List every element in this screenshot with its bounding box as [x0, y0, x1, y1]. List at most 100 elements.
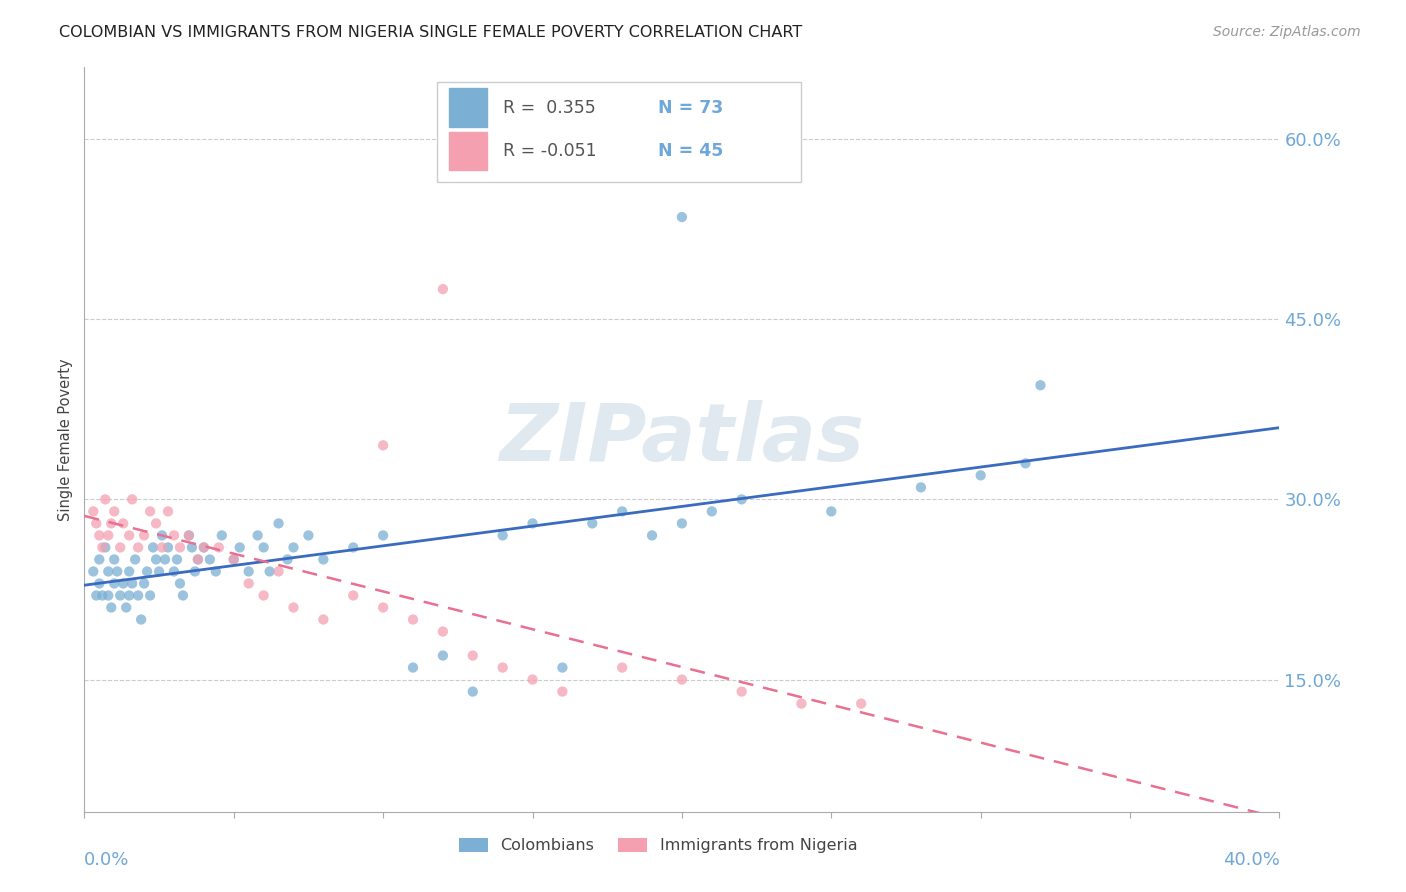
Point	[145, 552, 167, 566]
Point	[851, 697, 873, 711]
Point	[238, 565, 260, 579]
Point	[492, 660, 515, 674]
Point	[402, 613, 425, 627]
Point	[150, 541, 173, 555]
Point	[283, 541, 305, 555]
Point	[139, 589, 162, 603]
Point	[522, 673, 544, 687]
Point	[238, 576, 260, 591]
Point	[169, 541, 191, 555]
Point	[641, 528, 664, 542]
Point	[187, 552, 209, 566]
Point	[89, 528, 111, 542]
Point	[121, 576, 143, 591]
Point	[461, 648, 484, 663]
Point	[121, 492, 143, 507]
Point	[205, 565, 228, 579]
Point	[89, 576, 111, 591]
Point	[127, 541, 149, 555]
Point	[177, 528, 200, 542]
Point	[246, 528, 269, 542]
Point	[136, 565, 159, 579]
Point	[163, 528, 186, 542]
Point	[312, 552, 335, 566]
Point	[259, 565, 281, 579]
Point	[187, 552, 209, 566]
Point	[153, 552, 176, 566]
Point	[211, 528, 233, 542]
Point	[193, 541, 215, 555]
Point	[157, 504, 180, 518]
Point	[910, 480, 932, 494]
Point	[970, 468, 993, 483]
Point	[312, 613, 335, 627]
Text: 40.0%: 40.0%	[1223, 851, 1279, 869]
Point	[432, 624, 454, 639]
Point	[283, 600, 305, 615]
Point	[222, 552, 245, 566]
Point	[461, 684, 484, 698]
Point	[820, 504, 842, 518]
Point	[551, 684, 574, 698]
Point	[253, 589, 276, 603]
Bar	[449, 131, 486, 170]
Point	[115, 600, 138, 615]
Point	[94, 541, 117, 555]
Point	[277, 552, 299, 566]
Point	[86, 589, 108, 603]
Point	[105, 565, 128, 579]
Point	[184, 565, 207, 579]
Text: ZIPatlas: ZIPatlas	[499, 401, 865, 478]
Point	[373, 438, 395, 452]
Point	[169, 576, 191, 591]
Point	[103, 552, 125, 566]
Point	[1029, 378, 1052, 392]
Point	[731, 492, 754, 507]
Point	[100, 600, 122, 615]
Text: COLOMBIAN VS IMMIGRANTS FROM NIGERIA SINGLE FEMALE POVERTY CORRELATION CHART: COLOMBIAN VS IMMIGRANTS FROM NIGERIA SIN…	[59, 25, 803, 40]
Point	[267, 516, 290, 531]
Point	[118, 565, 141, 579]
Point	[522, 516, 544, 531]
Point	[1014, 456, 1036, 470]
Point	[671, 673, 693, 687]
Point	[100, 516, 122, 531]
Point	[97, 589, 120, 603]
Point	[110, 589, 132, 603]
Point	[118, 589, 141, 603]
Point	[82, 504, 104, 518]
Point	[671, 210, 693, 224]
Point	[82, 565, 104, 579]
Point	[91, 541, 114, 555]
Point	[267, 565, 290, 579]
Text: R =  0.355: R = 0.355	[503, 99, 595, 117]
Point	[157, 541, 180, 555]
Point	[89, 552, 111, 566]
Point	[166, 552, 188, 566]
Text: R = -0.051: R = -0.051	[503, 142, 596, 160]
Point	[342, 541, 364, 555]
Point	[148, 565, 170, 579]
Point	[612, 660, 634, 674]
Point	[671, 516, 693, 531]
Point	[112, 516, 135, 531]
Point	[129, 613, 152, 627]
Point	[97, 528, 120, 542]
Point	[198, 552, 221, 566]
Point	[103, 504, 125, 518]
Legend: Colombians, Immigrants from Nigeria: Colombians, Immigrants from Nigeria	[453, 831, 863, 860]
Point	[790, 697, 813, 711]
Point	[222, 552, 245, 566]
Point	[139, 504, 162, 518]
Point	[132, 528, 156, 542]
Point	[91, 589, 114, 603]
Point	[373, 528, 395, 542]
Text: N = 73: N = 73	[658, 99, 723, 117]
Bar	[449, 88, 486, 127]
Point	[402, 660, 425, 674]
Point	[373, 600, 395, 615]
Text: 0.0%: 0.0%	[84, 851, 129, 869]
Point	[731, 684, 754, 698]
Point	[145, 516, 167, 531]
Point	[86, 516, 108, 531]
